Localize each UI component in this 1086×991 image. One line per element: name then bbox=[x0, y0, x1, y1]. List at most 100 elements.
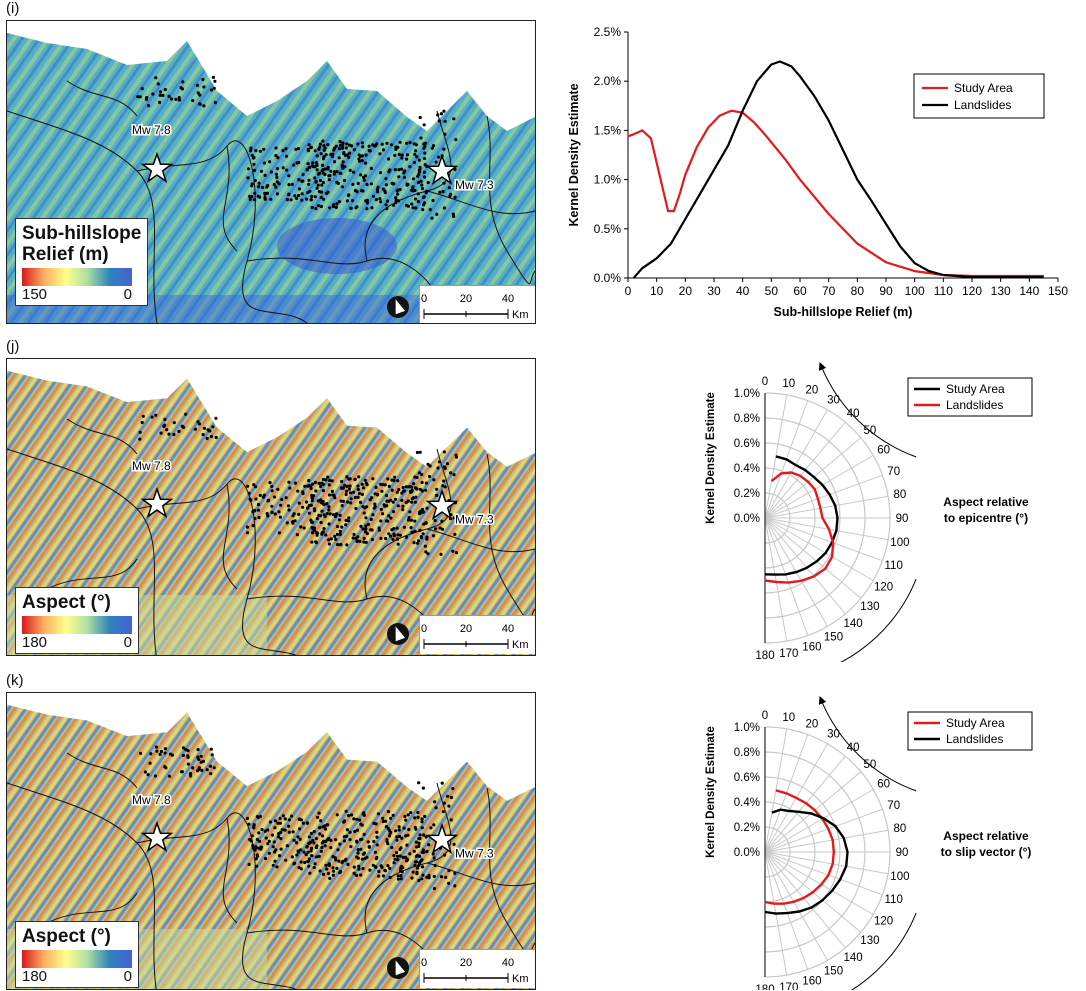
angle-tick-label: 70 bbox=[887, 800, 900, 812]
scale-tick-40: 40 bbox=[502, 293, 514, 305]
angular-spoke bbox=[764, 829, 889, 853]
angle-tick-label: 20 bbox=[806, 718, 819, 730]
angular-spoke bbox=[764, 474, 883, 519]
x-tick-label: 50 bbox=[765, 284, 779, 298]
epicentre-star-mw73 bbox=[425, 822, 459, 855]
angular-spoke bbox=[764, 771, 862, 853]
legend-box bbox=[913, 73, 1045, 119]
radial-tick-label: 0.2% bbox=[734, 488, 760, 500]
legend-min-label: 150 bbox=[22, 286, 48, 303]
angular-spoke bbox=[764, 728, 788, 853]
scale-tick-40: 40 bbox=[502, 957, 514, 969]
x-tick-label: 80 bbox=[851, 284, 865, 298]
scale-bar-graphic: 0 20 40 Km bbox=[421, 623, 529, 651]
angle-tick-label: 60 bbox=[877, 445, 890, 457]
angle-tick-label: 30 bbox=[827, 394, 840, 406]
scale-tick-0: 0 bbox=[421, 623, 427, 635]
y-axis-label: Kernel Density Estimate bbox=[567, 83, 581, 226]
x-tick-label: 70 bbox=[822, 284, 836, 298]
x-tick-label: 150 bbox=[1048, 284, 1068, 298]
angular-spoke bbox=[764, 517, 883, 562]
angle-tick-label: 110 bbox=[885, 894, 903, 906]
kde-line-chart: 0.0% 0.5% 1.0% 1.5% 2.0% 2.5% 0 10 20 30 40 50 60 70 8… bbox=[567, 25, 1068, 319]
map-aspect-epicentre: Mw 7.8 Mw 7.3 Aspect (°) 180 0 0 20 40 Km bbox=[6, 358, 536, 656]
epicentre-star-mw78 bbox=[140, 486, 174, 519]
series-line-study-area bbox=[764, 789, 835, 905]
angle-tick-label: 170 bbox=[779, 648, 798, 660]
y-tick-label: 1.0% bbox=[594, 173, 622, 187]
legend-min-label: 180 bbox=[22, 634, 48, 651]
map-relief-legend: Sub-hillslope Relief (m) 150 0 bbox=[15, 218, 149, 306]
angle-tick-label: 30 bbox=[827, 728, 840, 740]
legend-label: Landslides bbox=[954, 98, 1011, 112]
radial-tick-label: 0.2% bbox=[734, 822, 760, 834]
epicentre-label-mw73: Mw 7.3 bbox=[455, 178, 494, 192]
series-line-landslides bbox=[632, 60, 1044, 279]
radial-tick-label: 0.8% bbox=[734, 747, 760, 759]
x-tick-label: 90 bbox=[879, 284, 893, 298]
angle-tick-label: 160 bbox=[802, 642, 821, 654]
scale-bar: 0 20 40 Km bbox=[419, 285, 535, 323]
radial-tick-label: 1.0% bbox=[734, 388, 760, 400]
legend-min-label: 180 bbox=[22, 968, 48, 985]
north-arrow-icon bbox=[387, 296, 409, 318]
angle-tick-label: 40 bbox=[847, 742, 860, 754]
y-tick-label: 2.0% bbox=[594, 74, 622, 88]
legend-label: Study Area bbox=[946, 382, 1005, 396]
legend-label: Study Area bbox=[954, 81, 1013, 95]
series-line-landslides bbox=[764, 808, 849, 915]
legend-max-label: 0 bbox=[123, 968, 132, 985]
epicentre-star-mw73 bbox=[425, 488, 459, 521]
angular-spoke bbox=[764, 851, 883, 896]
x-tick-label: 40 bbox=[736, 284, 750, 298]
angular-spoke bbox=[764, 409, 828, 519]
scale-bar: 0 20 40 Km bbox=[419, 949, 535, 988]
angle-tick-label: 80 bbox=[894, 823, 907, 835]
y-tick-label: 0.0% bbox=[594, 271, 622, 285]
angular-spoke bbox=[764, 517, 862, 599]
angle-tick-label: 180 bbox=[755, 984, 774, 990]
x-tick-label: 120 bbox=[962, 284, 982, 298]
radial-tick-label: 0.0% bbox=[734, 513, 760, 525]
legend-label: Study Area bbox=[946, 716, 1005, 730]
epicentre-star-mw78 bbox=[140, 820, 174, 853]
angle-tick-label: 170 bbox=[779, 982, 798, 990]
y-tick-label: 2.5% bbox=[594, 25, 622, 39]
radial-tick-label: 0.6% bbox=[734, 438, 760, 450]
angle-tick-label: 20 bbox=[806, 384, 819, 396]
legend-color-ramp bbox=[22, 616, 132, 634]
x-tick-label: 30 bbox=[707, 284, 721, 298]
epicentre-label-mw78: Mw 7.8 bbox=[132, 123, 171, 137]
angular-spoke bbox=[764, 851, 846, 949]
legend-box bbox=[907, 711, 1033, 751]
aspect-annotation: Aspect relative bbox=[943, 829, 1029, 843]
north-arrow-icon bbox=[387, 623, 409, 645]
angular-spoke bbox=[764, 808, 883, 853]
legend-box bbox=[907, 377, 1033, 417]
direction-arrow-up bbox=[818, 696, 917, 792]
aspect-annotation: Aspect relative bbox=[943, 495, 1029, 509]
legend-label: Landslides bbox=[946, 732, 1003, 746]
x-tick-label: 110 bbox=[934, 284, 953, 298]
radial-tick-label: 0.0% bbox=[734, 847, 760, 859]
angle-tick-label: 90 bbox=[896, 513, 909, 525]
angular-spoke bbox=[764, 437, 862, 519]
legend-title-line2: Relief (m) bbox=[22, 244, 109, 265]
y-tick-label: 0.5% bbox=[594, 222, 622, 236]
legend-color-ramp bbox=[22, 268, 132, 286]
scale-tick-40: 40 bbox=[502, 623, 514, 635]
legend-title: Aspect (°) bbox=[22, 592, 111, 613]
x-tick-label: 10 bbox=[650, 284, 664, 298]
radial-tick-label: 0.4% bbox=[734, 797, 760, 809]
radial-axis-label: Kernel Density Estimate bbox=[705, 726, 717, 858]
legend-max-label: 0 bbox=[123, 286, 132, 303]
scale-unit: Km bbox=[512, 309, 529, 321]
scale-bar: 0 20 40 Km bbox=[419, 615, 535, 654]
angular-spoke bbox=[764, 517, 874, 581]
scale-bar-graphic: 0 20 40 Km bbox=[421, 957, 529, 985]
angle-tick-label: 120 bbox=[874, 916, 893, 928]
panel-label-j: (j) bbox=[6, 338, 20, 355]
angle-tick-label: 10 bbox=[782, 378, 795, 390]
epicentre-star-mw78 bbox=[140, 151, 174, 183]
angle-tick-label: 180 bbox=[755, 650, 774, 662]
